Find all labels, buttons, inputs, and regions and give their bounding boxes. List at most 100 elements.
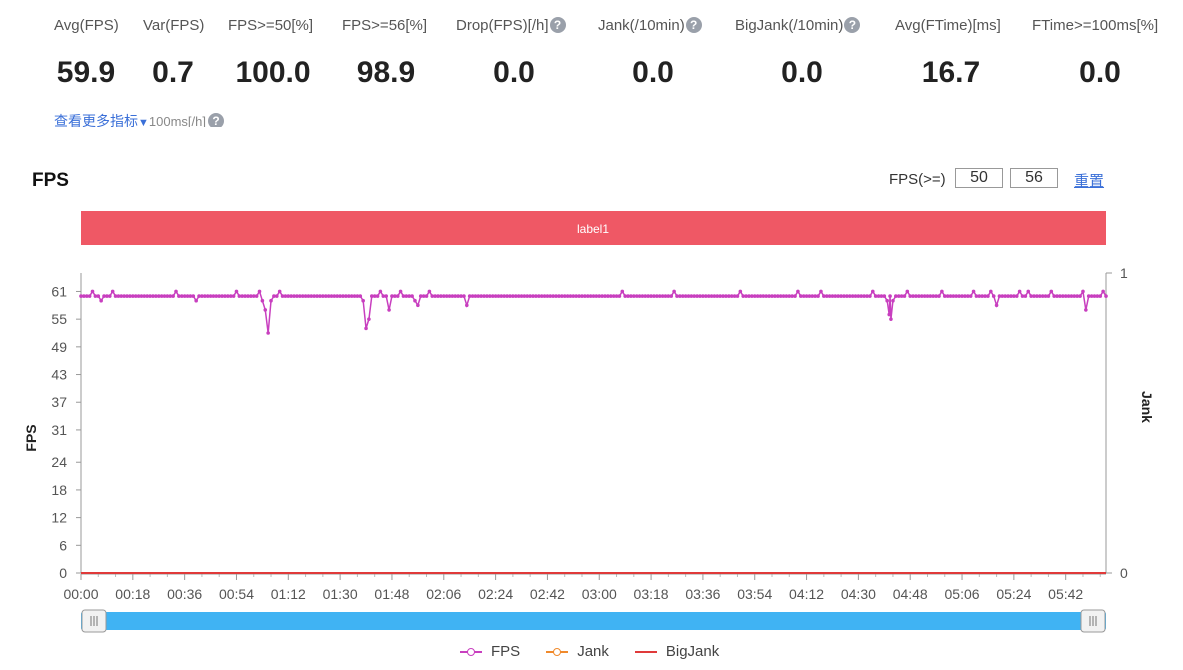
fps-data-point (781, 294, 786, 298)
fps-data-point (522, 294, 527, 298)
metric-value: 0.7 (152, 56, 194, 89)
fps-data-point (96, 294, 101, 298)
fps-data-point (266, 331, 270, 335)
fps-threshold-high-input[interactable]: 56 (1010, 168, 1058, 188)
fps-data-point (758, 294, 763, 298)
fps-data-point (346, 294, 351, 298)
fps-data-point (675, 294, 679, 298)
fps-data-point (767, 294, 771, 298)
metric-label: FPS>=50[%] (228, 17, 313, 34)
fps-data-point (856, 294, 861, 298)
y-tick-label: 49 (51, 339, 67, 355)
fps-data-point (951, 294, 956, 298)
legend-item-jank[interactable]: Jank (546, 643, 609, 660)
fps-data-point (1092, 294, 1097, 298)
fps-data-point (439, 294, 443, 298)
annotation-band[interactable] (81, 211, 1106, 245)
fps-data-point (548, 294, 553, 298)
fps-data-point (750, 294, 754, 298)
fps-data-point (191, 294, 196, 298)
fps-data-point (251, 294, 256, 298)
fps-data-point (482, 294, 486, 298)
fps-data-point (560, 294, 564, 298)
zoom-slider-right-handle[interactable] (1080, 609, 1106, 633)
fps-data-point (188, 294, 193, 298)
fps-data-point (917, 294, 921, 298)
fps-data-point (888, 294, 892, 298)
reset-button[interactable]: 重置 (1074, 173, 1105, 190)
fps-data-point (816, 294, 820, 298)
fps-data-point (269, 298, 273, 303)
metric-label-text: FPS>=56[%] (342, 17, 428, 34)
legend-item-fps[interactable]: FPS (460, 643, 520, 660)
fps-data-point (116, 294, 121, 298)
fps-data-point (542, 294, 547, 298)
fps-data-point (393, 294, 397, 298)
y-tick-label: 61 (51, 283, 67, 299)
fps-data-point (997, 294, 1002, 298)
fps-data-point (1066, 294, 1071, 298)
fps-data-point (1032, 294, 1036, 298)
fps-data-point (1072, 294, 1077, 298)
fps-data-point (421, 294, 426, 298)
fps-data-point (488, 294, 492, 298)
fps-data-point (505, 294, 509, 298)
fps-data-point (790, 294, 794, 298)
legend-label: FPS (491, 643, 521, 660)
metric-label: Avg(FTime)[ms] (895, 17, 1001, 34)
question-circle-icon[interactable]: ? (844, 17, 861, 33)
x-tick-label: 04:30 (841, 586, 876, 602)
fps-data-point (908, 294, 913, 298)
fps-data-point (649, 294, 653, 298)
fps-data-point (476, 294, 481, 298)
fps-data-point (764, 294, 769, 298)
fps-data-point (246, 294, 250, 298)
fps-data-point (159, 294, 164, 298)
fps-data-point (810, 294, 815, 298)
fps-data-point (1081, 289, 1085, 294)
fps-data-point (963, 294, 967, 298)
fps-data-point (378, 289, 383, 294)
fps-data-point (1006, 294, 1010, 298)
fps-data-point (430, 294, 435, 298)
fps-data-point (989, 289, 993, 294)
y-axis-right: 01 (1106, 265, 1128, 581)
fps-data-point (203, 294, 207, 298)
fps-data-point (845, 294, 849, 298)
fps-data-point (398, 289, 403, 294)
fps-data-point (1029, 294, 1033, 298)
fps-data-point (370, 294, 374, 298)
zoom-slider-track[interactable] (81, 612, 1106, 630)
fps-data-point (208, 294, 213, 298)
fps-data-point (775, 294, 780, 298)
fps-data-point (263, 308, 268, 312)
fps-data-point (332, 294, 337, 298)
question-circle-icon[interactable]: ? (685, 17, 702, 33)
fps-data-point (1052, 294, 1056, 298)
metric-label-text: BigJank(/10min) (735, 17, 844, 34)
legend-item-bigjank[interactable]: BigJank (634, 643, 719, 660)
fps-data-point (205, 294, 210, 298)
fps-data-point (292, 294, 296, 298)
caret-down-icon: ▼ (138, 117, 149, 127)
fps-data-point (151, 294, 155, 298)
fps-data-point (133, 294, 138, 298)
question-circle-icon[interactable]: ? (207, 113, 224, 127)
fps-data-point (971, 289, 976, 294)
x-tick-label: 02:06 (426, 586, 461, 602)
fps-data-point (470, 294, 475, 298)
fps-data-point (608, 294, 613, 298)
zoom-slider-left-handle[interactable] (81, 609, 107, 633)
fps-data-point (1046, 294, 1051, 298)
fps-data-point (228, 294, 233, 298)
fps-data-point (862, 294, 866, 298)
fps-threshold-low-input[interactable]: 50 (955, 168, 1003, 188)
chart-legend: FPS Jank BigJank (460, 643, 745, 660)
more-metrics-link[interactable]: 查看更多指标▼100ms[/h]? (54, 111, 224, 127)
fps-data-point (516, 294, 521, 298)
question-circle-icon[interactable]: ? (549, 17, 566, 33)
fps-data-point (689, 294, 694, 298)
fps-data-point (447, 294, 452, 298)
fps-data-point (128, 294, 132, 298)
